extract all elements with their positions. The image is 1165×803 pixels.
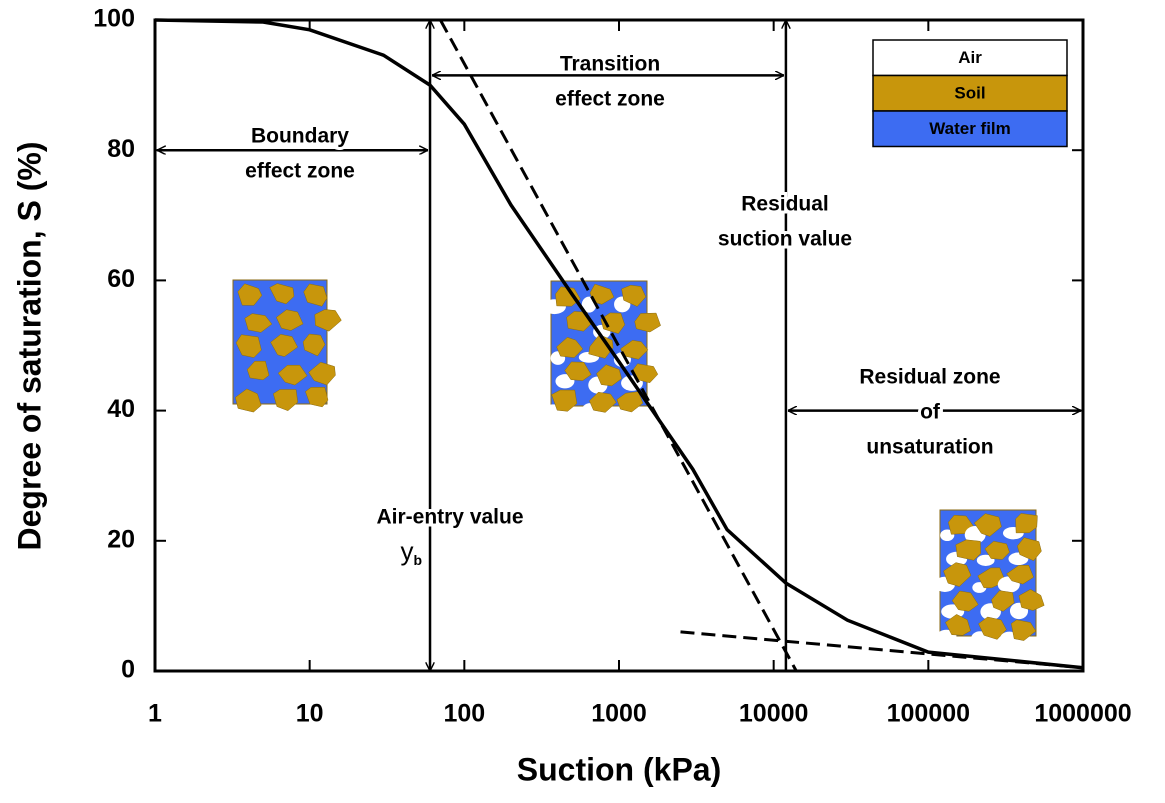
x-tick-label: 10: [296, 700, 324, 728]
y-tick-label: 0: [121, 656, 135, 684]
zone-label: effect zone: [555, 88, 665, 111]
x-axis-label: Suction (kPa): [517, 751, 721, 787]
air-entry-symbol: y: [400, 536, 413, 566]
x-tick-label: 1000: [591, 700, 647, 728]
annotation: Residual: [741, 193, 829, 216]
x-tick-label: 10000: [739, 700, 809, 728]
dashed-line: [440, 20, 796, 671]
x-tick-label: 100: [443, 700, 485, 728]
y-tick-label: 80: [107, 135, 135, 163]
y-tick-label: 20: [107, 525, 135, 553]
annotation: suction value: [718, 228, 852, 251]
legend-label: Water film: [929, 119, 1011, 138]
soil-grain: [635, 313, 661, 332]
air-entry-symbol: yb: [400, 536, 422, 568]
x-tick-label: 1000000: [1034, 700, 1131, 728]
zone-label: Boundary: [251, 125, 349, 148]
zone-label: Residual zone: [859, 366, 1000, 389]
zone-label: Transition: [560, 53, 660, 76]
y-tick-label: 40: [107, 395, 135, 423]
zone-label: effect zone: [245, 160, 355, 183]
chart: Suction (kPa) Degree of saturation, S (%…: [0, 0, 1165, 803]
x-tick-label: 100000: [887, 700, 970, 728]
zone-label: unsaturation: [866, 436, 993, 459]
legend-label: Soil: [954, 84, 985, 103]
soil-grain: [273, 390, 297, 411]
y-tick-label: 100: [93, 5, 135, 33]
soil-grain: [956, 540, 981, 561]
air-entry-subscript: b: [413, 552, 422, 568]
y-tick-label: 60: [107, 265, 135, 293]
zone-label: of: [920, 401, 941, 424]
annotation: Air-entry value: [376, 506, 523, 529]
x-tick-label: 1: [148, 700, 162, 728]
y-axis-label: Degree of saturation, S (%): [11, 142, 47, 551]
legend-label: Air: [958, 48, 982, 67]
